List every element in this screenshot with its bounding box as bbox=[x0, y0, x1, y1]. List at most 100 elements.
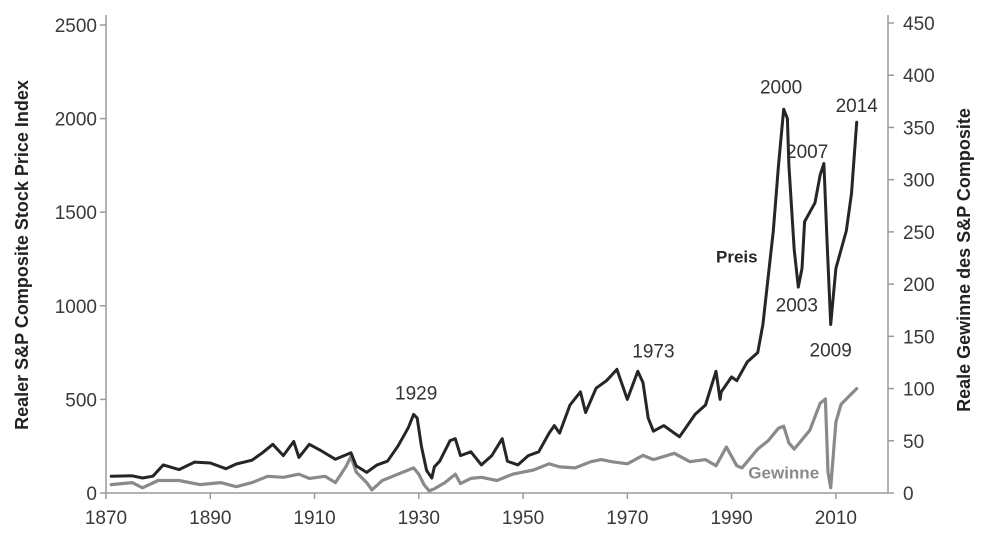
data-point-preis bbox=[110, 475, 112, 478]
data-point-gewinne bbox=[829, 487, 832, 489]
data-point-preis bbox=[386, 460, 389, 463]
data-point-preis bbox=[579, 391, 582, 393]
data-point-gewinne bbox=[819, 402, 821, 405]
data-point-preis bbox=[193, 461, 196, 463]
data-point-preis bbox=[642, 381, 644, 384]
data-point-preis bbox=[788, 164, 790, 167]
x-tick-label: 1870 bbox=[85, 508, 127, 529]
data-point-gewinne bbox=[850, 393, 853, 395]
data-point-preis bbox=[365, 471, 368, 474]
data-point-preis bbox=[793, 248, 795, 251]
data-point-gewinne bbox=[298, 473, 300, 476]
data-point-gewinne bbox=[324, 475, 326, 478]
data-point-preis bbox=[517, 464, 519, 466]
data-point-gewinne bbox=[689, 460, 691, 463]
data-point-gewinne bbox=[454, 473, 457, 476]
data-point-preis bbox=[850, 192, 853, 195]
data-point-preis bbox=[720, 391, 722, 393]
data-point-preis bbox=[762, 323, 764, 326]
right-y-tick-label: 50 bbox=[903, 432, 924, 453]
data-point-gewinne bbox=[715, 465, 717, 467]
data-point-preis bbox=[470, 451, 472, 453]
data-point-gewinne bbox=[736, 465, 738, 467]
right-y-tick-label: 200 bbox=[903, 275, 935, 296]
data-point-preis bbox=[355, 465, 358, 467]
data-point-preis bbox=[704, 404, 707, 406]
data-point-gewinne bbox=[141, 487, 144, 489]
data-point-preis bbox=[298, 456, 300, 459]
data-point-preis bbox=[318, 449, 321, 451]
data-point-preis bbox=[626, 398, 629, 401]
data-point-preis bbox=[420, 445, 423, 448]
data-point-gewinne bbox=[590, 460, 592, 463]
data-point-gewinne bbox=[470, 477, 472, 480]
data-point-gewinne bbox=[522, 471, 524, 473]
data-point-gewinne bbox=[673, 452, 676, 455]
data-point-preis bbox=[501, 437, 504, 440]
data-point-gewinne bbox=[423, 483, 425, 486]
data-point-preis bbox=[823, 162, 825, 165]
data-point-gewinne bbox=[840, 403, 842, 406]
data-point-gewinne bbox=[157, 479, 159, 482]
data-point-preis bbox=[209, 462, 212, 464]
data-point-preis bbox=[308, 443, 311, 446]
data-point-preis bbox=[637, 370, 639, 373]
annotation-year-2003: 2003 bbox=[776, 295, 818, 316]
data-point-gewinne bbox=[282, 476, 285, 479]
annotation-year-2009: 2009 bbox=[810, 340, 852, 361]
left-y-tick-label: 2000 bbox=[55, 110, 97, 131]
data-point-preis bbox=[480, 464, 483, 466]
data-point-preis bbox=[689, 421, 691, 423]
data-point-preis bbox=[756, 351, 759, 354]
data-point-preis bbox=[537, 451, 540, 453]
data-point-gewinne bbox=[371, 489, 373, 491]
data-point-gewinne bbox=[199, 483, 201, 486]
right-y-tick-label: 400 bbox=[903, 66, 935, 87]
data-point-gewinne bbox=[652, 458, 655, 461]
right-y-tick-label: 0 bbox=[903, 484, 914, 505]
data-point-gewinne bbox=[418, 473, 420, 476]
data-point-preis bbox=[272, 443, 274, 446]
data-point-gewinne bbox=[266, 475, 269, 478]
data-point-preis bbox=[814, 202, 816, 204]
data-point-gewinne bbox=[345, 466, 347, 468]
data-point-preis bbox=[663, 424, 665, 427]
data-point-gewinne bbox=[178, 479, 180, 482]
data-point-preis bbox=[449, 439, 451, 442]
data-point-preis bbox=[569, 404, 571, 406]
data-point-preis bbox=[826, 239, 828, 242]
data-point-preis bbox=[454, 437, 457, 440]
data-point-preis bbox=[647, 417, 649, 419]
x-tick-label: 1970 bbox=[606, 508, 648, 529]
right-y-tick-label: 150 bbox=[903, 327, 935, 348]
data-point-gewinne bbox=[558, 466, 561, 468]
right-y-tick-label: 450 bbox=[903, 14, 935, 35]
data-point-preis bbox=[491, 454, 493, 457]
data-point-preis bbox=[835, 267, 837, 270]
data-point-gewinne bbox=[798, 442, 801, 444]
data-point-gewinne bbox=[793, 448, 795, 450]
data-point-preis bbox=[652, 430, 655, 433]
x-tick-label: 1910 bbox=[293, 508, 335, 529]
data-point-preis bbox=[616, 368, 618, 371]
legend-label-gewinne: Gewinne bbox=[748, 463, 819, 482]
data-point-gewinne bbox=[845, 398, 848, 400]
data-point-gewinne bbox=[308, 477, 311, 480]
series-line-gewinne bbox=[109, 387, 859, 493]
left-y-tick-label: 1500 bbox=[55, 203, 97, 224]
data-point-preis bbox=[809, 211, 811, 213]
data-point-preis bbox=[678, 436, 681, 438]
data-point-preis bbox=[225, 467, 227, 470]
left-y-axis-title: Realer S&P Composite Stock Price Index bbox=[12, 80, 32, 430]
data-point-gewinne bbox=[704, 458, 707, 461]
data-point-preis bbox=[416, 417, 419, 419]
data-point-gewinne bbox=[642, 454, 644, 457]
data-point-gewinne bbox=[412, 467, 415, 469]
left-y-tick-label: 2500 bbox=[55, 16, 97, 37]
data-point-preis bbox=[605, 379, 608, 382]
data-point-preis bbox=[767, 276, 769, 279]
annotation-year-2014: 2014 bbox=[836, 96, 879, 117]
data-point-preis bbox=[845, 230, 848, 232]
